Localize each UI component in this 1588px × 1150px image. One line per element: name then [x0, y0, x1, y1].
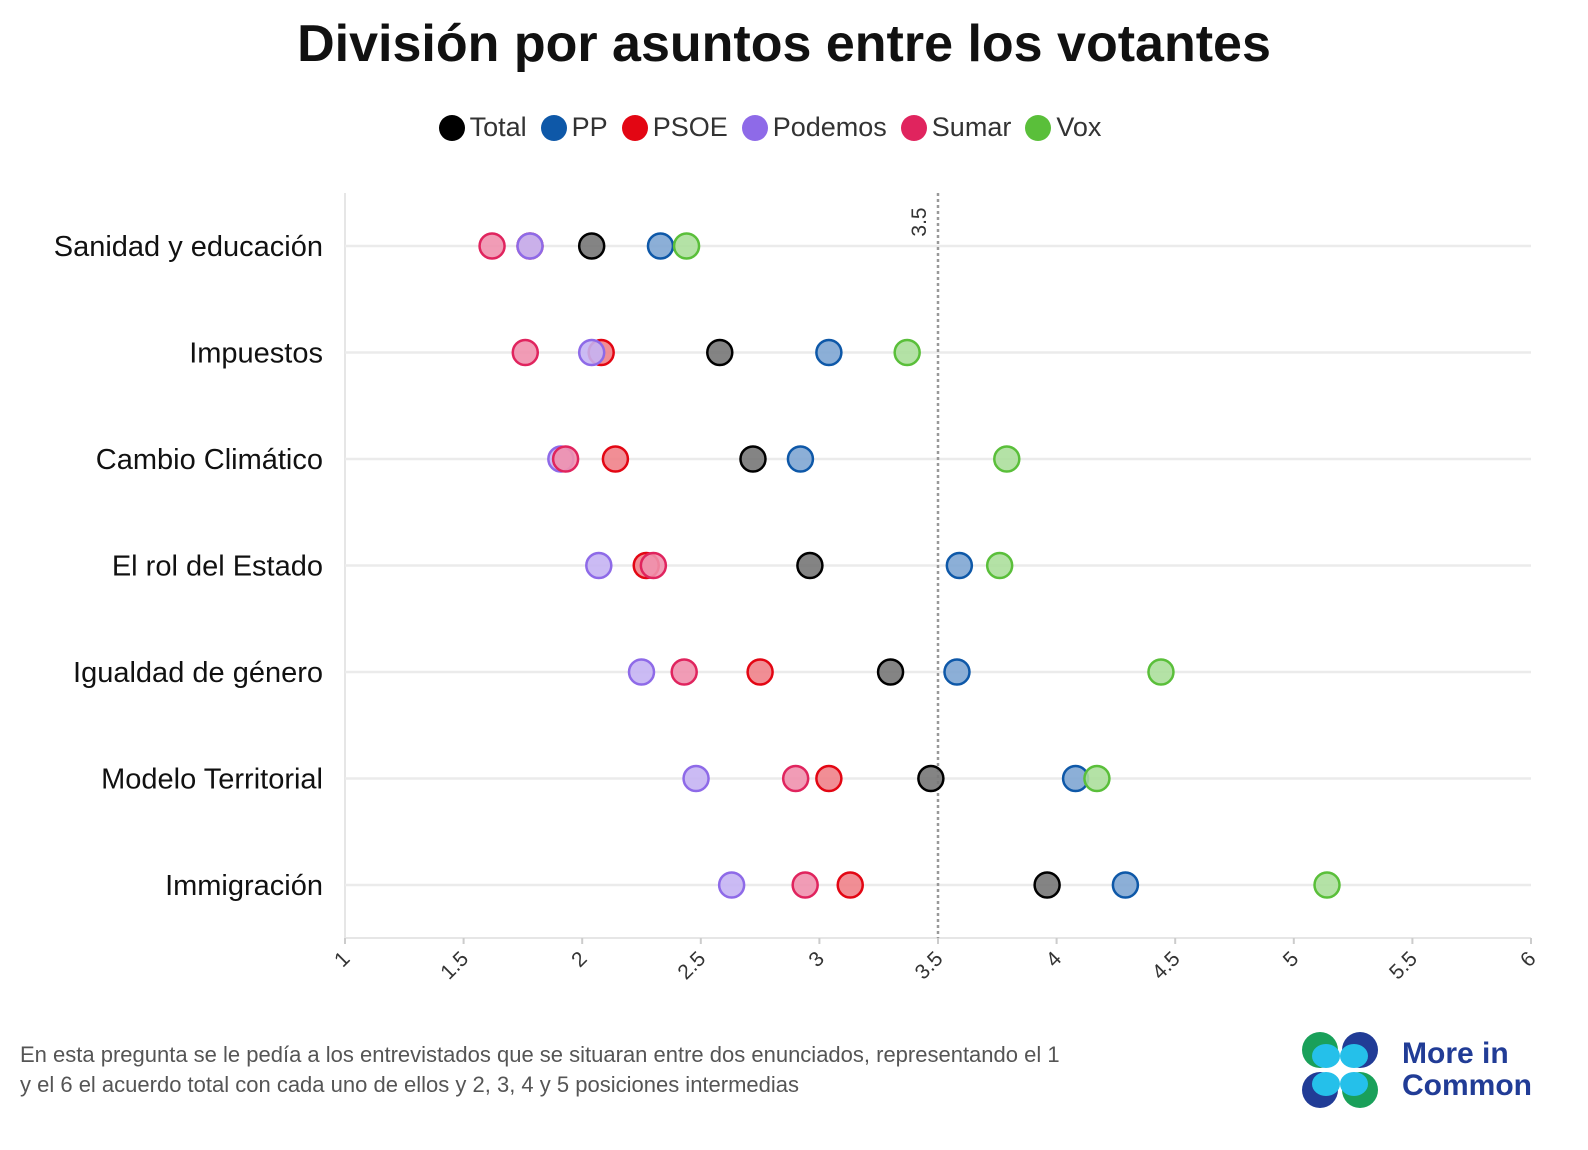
dot-pp [646, 232, 675, 260]
dot-total [876, 658, 905, 686]
dot-vox [993, 445, 1021, 473]
legend-item-sumar: Sumar [900, 112, 1012, 143]
dot-vox [1147, 658, 1175, 686]
y-tick-label: El rol del Estado [112, 551, 323, 583]
legend: Total PP PSOE Podemos Sumar Vox [0, 112, 1540, 143]
dot-vox [985, 551, 1014, 580]
dot-sumar [670, 658, 698, 686]
dot-pp [786, 445, 815, 473]
dot-sumar [639, 551, 668, 580]
y-tick-label: Immigración [165, 870, 323, 902]
reference-line-label: 3.5 [908, 207, 931, 236]
dot-vox [893, 338, 921, 367]
dot-sumar [511, 338, 540, 367]
chart-title: División por asuntos entre los votantes [297, 15, 1271, 73]
legend-label: Podemos [772, 112, 887, 142]
dot-vox [1083, 764, 1111, 793]
x-tick-label: 4.5 [1148, 947, 1185, 984]
logo-text-line-1: More in [1402, 1037, 1509, 1070]
dot-total [796, 551, 824, 580]
dot-podemos [627, 658, 656, 686]
x-tick-label: 1.5 [436, 947, 473, 984]
legend-label: Sumar [931, 112, 1012, 142]
footnote: En esta pregunta se le pedía a los entre… [20, 1040, 1260, 1100]
dot-pp [1111, 871, 1140, 899]
dot-total [1033, 871, 1061, 899]
legend-item-vox: Vox [1025, 112, 1101, 143]
dot-vox [672, 232, 701, 260]
dot-sumar [791, 871, 819, 899]
x-tick-label: 5 [1279, 947, 1304, 972]
dot-psoe [746, 658, 774, 686]
x-tick-label: 5.5 [1385, 947, 1422, 984]
dot-psoe [815, 764, 843, 793]
dot-podemos [717, 871, 746, 899]
footnote-line-1: En esta pregunta se le pedía a los entre… [20, 1042, 1060, 1067]
dot-sumar [551, 445, 580, 473]
x-tick-label: 3 [804, 947, 829, 972]
legend-item-pp: PP [540, 112, 608, 143]
legend-item-podemos: Podemos [741, 112, 887, 143]
dot-total [577, 232, 606, 260]
dot-podemos [516, 232, 544, 260]
legend-swatch [741, 114, 768, 141]
dot-pp [943, 658, 971, 686]
legend-swatch [540, 114, 567, 141]
dot-total [739, 445, 767, 473]
dot-psoe [836, 871, 864, 899]
y-tick-label: Cambio Climático [96, 444, 323, 476]
legend-label: Vox [1056, 112, 1102, 142]
y-tick-label: Impuestos [189, 338, 323, 370]
logo-text-line-2: Common [1402, 1069, 1532, 1102]
x-tick-label: 6 [1516, 947, 1541, 972]
more-in-common-logo: More in Common [1300, 1030, 1532, 1110]
footnote-line-2: y el 6 el acuerdo total con cada uno de … [20, 1072, 800, 1097]
x-tick-label: 3.5 [911, 947, 948, 984]
legend-label: PSOE [652, 112, 728, 142]
legend-label: Total [469, 112, 527, 142]
x-tick-label: 4 [1042, 947, 1067, 972]
legend-item-total: Total [438, 112, 527, 143]
x-tick-label: 2.5 [673, 947, 710, 984]
legend-swatch [438, 114, 465, 141]
dot-total [706, 338, 734, 367]
dot-vox [1313, 871, 1341, 899]
dot-total [917, 764, 945, 793]
dot-sumar [478, 232, 506, 260]
legend-swatch [900, 114, 927, 141]
legend-label: PP [571, 112, 608, 142]
dot-psoe [601, 445, 630, 473]
legend-swatch [1025, 114, 1052, 141]
legend-item-psoe: PSOE [621, 112, 728, 143]
dot-podemos [585, 551, 613, 580]
y-tick-label: Igualdad de género [73, 657, 323, 689]
y-tick-label: Sanidad y educación [54, 231, 323, 263]
plot-area: Sanidad y educación Impuestos Cambio Climá… [54, 193, 1541, 984]
x-tick-label: 1 [330, 947, 355, 972]
logo-mark-icon [1302, 1032, 1378, 1108]
legend-swatch [621, 114, 648, 141]
dot-pp [815, 338, 843, 367]
x-tick-label: 2 [567, 947, 592, 972]
y-tick-label: Modelo Territorial [101, 764, 323, 796]
dot-sumar [781, 764, 810, 793]
dot-podemos [577, 338, 606, 367]
dot-pp [945, 551, 974, 580]
dot-podemos [682, 764, 710, 793]
